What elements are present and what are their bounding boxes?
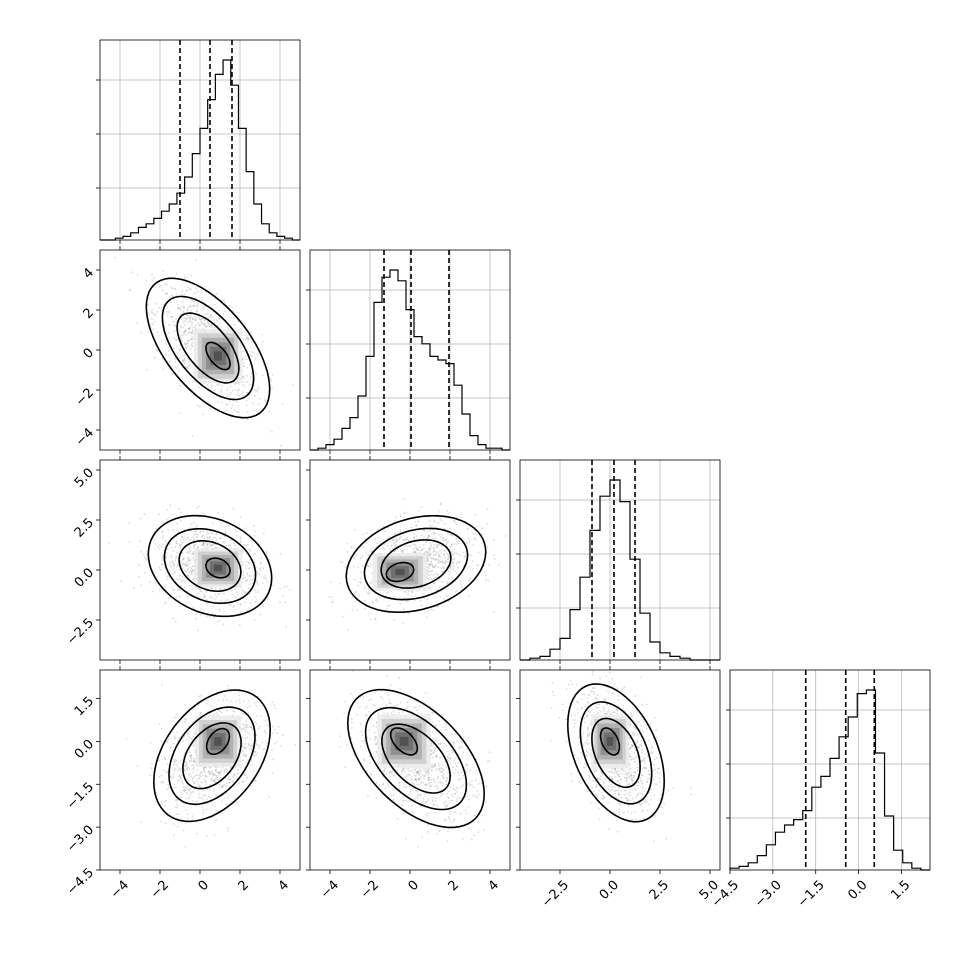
ylabel-param-3-tick-3: 0.0 [72,737,97,762]
ylabel-param-2-tick-2: 2.5 [72,515,97,540]
panel-3-0-contour-2 [182,722,242,790]
xlabel-param-2-tick-2: 2.5 [647,878,672,903]
panel-3-2-contour-1 [579,701,653,805]
panel-1-0-contour-3 [205,341,231,371]
xlabel-param-1-tick-3: 2 [446,878,462,894]
panel-3-1-contour-0 [346,688,486,829]
panel-3-2-contour-3 [599,727,621,756]
hist-3-steps [729,689,930,871]
xlabel-param-0-tick-0: −4 [108,878,132,902]
panel-3-0-contour-1 [168,706,256,806]
panel-3-2 [519,669,721,871]
panel-3-0-contour-3 [205,727,231,756]
xlabel-param-1-tick-1: −2 [358,878,382,902]
panel-2-1-samples [328,498,508,632]
panel-3-1-contour-3 [389,727,419,756]
panel-1-0-contour-0 [145,277,271,419]
xlabel-param-3-tick-1: −3.0 [752,878,785,911]
ylabel-param-1-tick-0: −4 [73,425,97,449]
hist-2-frame [519,459,721,661]
panel-2-0-contour-3 [205,557,231,579]
xlabel-param-1-tick-4: 4 [486,878,502,894]
panel-2-1-contour-0 [345,515,487,613]
xlabel-param-2-tick-0: −2.5 [539,878,572,911]
panel-1-0-contour-2 [176,312,240,384]
panel-3-2-contours [566,683,666,823]
xlabel-param-0-tick-4: 4 [276,878,292,894]
panel-3-0-contour-0 [152,689,272,823]
panel-3-1 [309,669,511,871]
panel-3-2-plot [549,671,693,843]
panel-2-0-plot [108,504,291,632]
ylabel-param-2-tick-0: −2.5 [64,615,97,648]
panel-2-0-density [193,548,243,588]
hist-0-steps [100,59,300,241]
panel-2-1-plot [328,498,508,632]
panel-2-1 [309,459,511,661]
xlabel-param-0-tick-2: 0 [196,878,212,894]
panel-2-1-contours [345,515,487,613]
panel-1-0-contour-1 [161,295,255,401]
panel-2-0-contour-1 [163,528,257,604]
hist-2-steps [520,479,720,661]
panel-3-2-contour-0 [566,683,666,823]
hist-3-frame [729,669,931,871]
hist-1-steps [310,269,510,451]
panel-1-0-plot [113,256,294,447]
xlabel-param-3-tick-2: −1.5 [795,878,828,911]
panel-2-1-contour-1 [363,527,469,601]
xlabel-param-3-tick-3: 0.0 [845,878,870,903]
panel-3-1-density [377,714,431,769]
ylabel-param-3-tick-1: −3.0 [64,823,97,856]
hist-panel-1 [306,249,511,451]
panel-1-0-contours [145,277,271,419]
ylabel-param-3-tick-2: −1.5 [64,780,97,813]
panel-3-1-contour-2 [381,723,451,794]
panel-3-0-plot [125,683,297,848]
xlabel-param-3-tick-4: 1.5 [888,878,913,903]
panel-2-0 [99,459,301,661]
ylabel-param-1-tick-1: −2 [73,385,97,409]
ylabel-param-3-tick-4: 1.5 [72,694,97,719]
hist-panel-2 [516,459,721,661]
panel-3-0 [99,669,301,871]
panel-2-1-contour-3 [385,561,415,583]
panel-2-1-density [372,553,428,591]
panel-1-0-density [193,328,243,384]
ylabel-param-3-tick-0: −4.5 [64,865,97,898]
panel-3-1-plot [339,670,491,848]
panel-2-0-contour-0 [147,514,273,618]
xlabel-param-2-tick-1: 0.0 [597,878,622,903]
ylabel-param-1-tick-2: 0 [81,345,97,361]
panel-2-0-contours [147,514,273,618]
xlabel-param-0-tick-1: −2 [148,878,172,902]
panel-2-1-contour-2 [380,539,452,589]
xlabel-param-0-tick-3: 2 [236,878,252,894]
hist-panel-0 [96,39,301,241]
panel-3-1-contours [346,688,486,829]
ylabel-param-2-tick-1: 0.0 [72,565,97,590]
panel-1-0 [99,249,301,451]
ylabel-param-2-tick-3: 5.0 [72,465,97,490]
xlabel-param-1-tick-0: −4 [318,878,342,902]
hist-panel-3 [726,669,931,871]
ylabel-param-1-tick-3: 2 [81,305,97,321]
panel-3-1-contour-1 [364,706,468,811]
panel-3-0-contours [152,689,272,823]
panel-3-0-frame [99,669,301,871]
panel-3-2-frame [519,669,721,871]
panel-3-2-contour-2 [591,717,641,789]
panel-2-0-contour-2 [178,540,242,592]
ylabel-param-1-tick-4: 4 [81,265,97,281]
xlabel-param-1-tick-2: 0 [406,878,422,894]
